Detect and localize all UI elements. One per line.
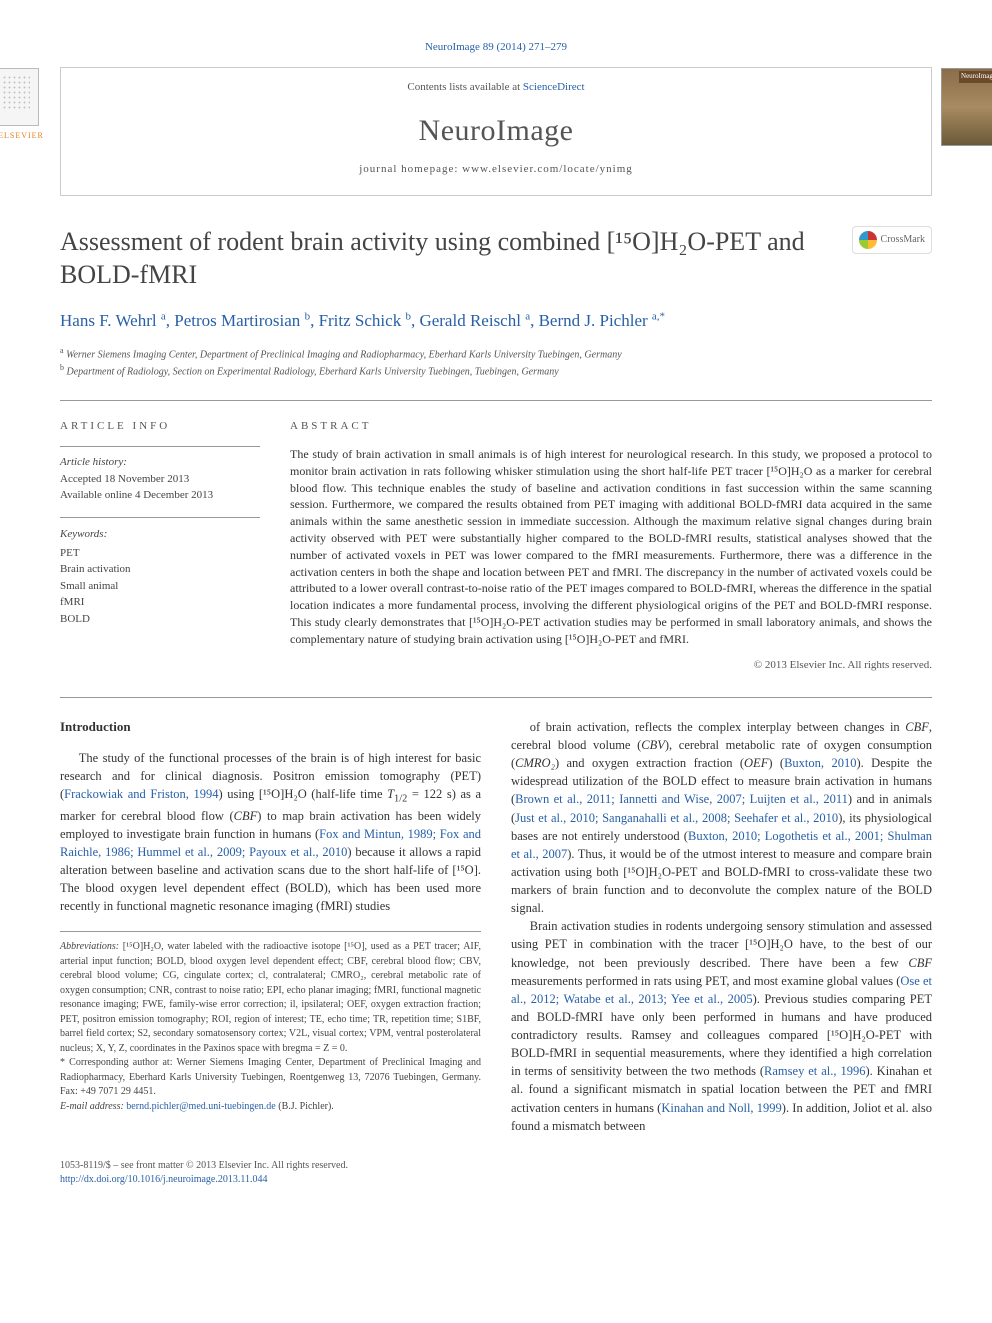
abstract-copyright: © 2013 Elsevier Inc. All rights reserved… bbox=[290, 658, 932, 673]
body-paragraph: Brain activation studies in rodents unde… bbox=[511, 917, 932, 1135]
article-title: Assessment of rodent brain activity usin… bbox=[60, 226, 852, 291]
abstract-text: The study of brain activation in small a… bbox=[290, 446, 932, 648]
introduction-heading: Introduction bbox=[60, 718, 481, 737]
elsevier-logo: ELSEVIER bbox=[0, 68, 51, 138]
authors-line: Hans F. Wehrl a, Petros Martirosian b, F… bbox=[60, 309, 932, 333]
contents-available-line: Contents lists available at ScienceDirec… bbox=[61, 80, 931, 95]
page-footer: 1053-8119/$ – see front matter © 2013 El… bbox=[60, 1159, 932, 1187]
keywords-block: Keywords: PET Brain activation Small ani… bbox=[60, 517, 260, 627]
article-info-heading: ARTICLE INFO bbox=[60, 419, 260, 434]
article-history: Article history: Accepted 18 November 20… bbox=[60, 446, 260, 503]
journal-homepage: journal homepage: www.elsevier.com/locat… bbox=[61, 162, 931, 177]
body-paragraph: The study of the functional processes of… bbox=[60, 749, 481, 916]
issn-line: 1053-8119/$ – see front matter © 2013 El… bbox=[60, 1159, 348, 1173]
abstract-heading: ABSTRACT bbox=[290, 419, 932, 434]
divider bbox=[60, 697, 932, 698]
crossmark-badge[interactable]: CrossMark bbox=[852, 226, 932, 254]
journal-cover-thumbnail: NeuroImage bbox=[941, 68, 992, 146]
body-text: Introduction The study of the functional… bbox=[60, 718, 932, 1135]
sciencedirect-link[interactable]: ScienceDirect bbox=[523, 81, 585, 93]
corresponding-author-footnote: * Corresponding author at: Werner Siemen… bbox=[60, 1056, 481, 1100]
crossmark-icon bbox=[859, 231, 877, 249]
journal-issue-link[interactable]: NeuroImage 89 (2014) 271–279 bbox=[60, 40, 932, 55]
footnotes: Abbreviations: [¹⁵O]H₂O, water labeled w… bbox=[60, 931, 481, 1114]
journal-name: NeuroImage bbox=[61, 110, 931, 152]
doi-link[interactable]: http://dx.doi.org/10.1016/j.neuroimage.2… bbox=[60, 1173, 348, 1187]
divider bbox=[60, 400, 932, 401]
abbreviations-footnote: Abbreviations: [¹⁵O]H₂O, water labeled w… bbox=[60, 940, 481, 1056]
journal-header: ELSEVIER NeuroImage Contents lists avail… bbox=[60, 67, 932, 196]
body-paragraph: of brain activation, reflects the comple… bbox=[511, 718, 932, 917]
email-link[interactable]: bernd.pichler@med.uni-tuebingen.de bbox=[126, 1101, 275, 1112]
affiliations: a Werner Siemens Imaging Center, Departm… bbox=[60, 345, 932, 380]
journal-homepage-url[interactable]: www.elsevier.com/locate/ynimg bbox=[462, 163, 633, 175]
email-footnote: E-mail address: bernd.pichler@med.uni-tu… bbox=[60, 1100, 481, 1115]
